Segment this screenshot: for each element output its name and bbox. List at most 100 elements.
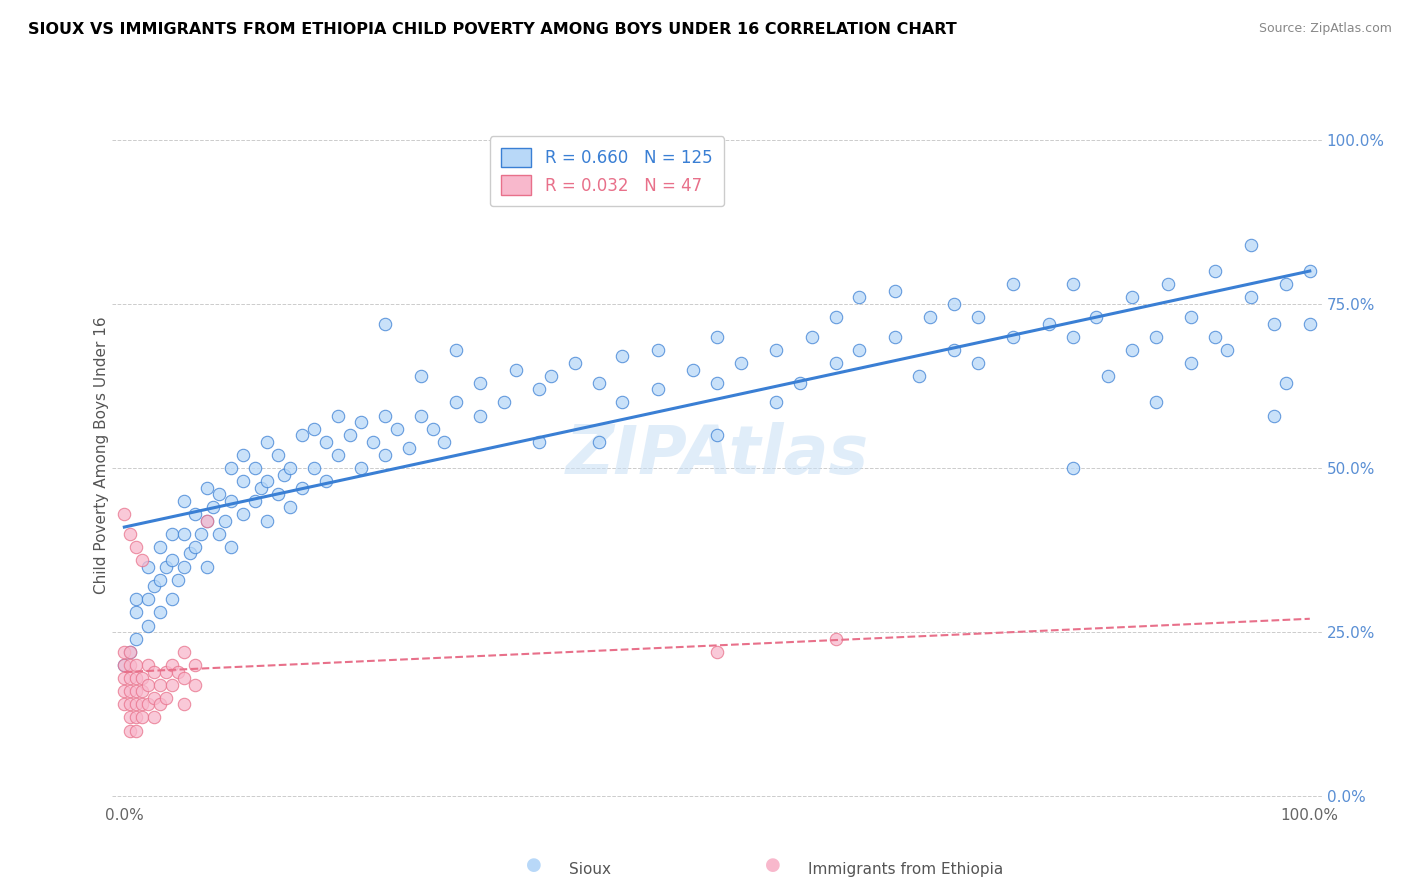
- Point: [326, 409, 349, 423]
- Point: [173, 671, 195, 685]
- Point: [136, 698, 159, 712]
- Point: [1239, 290, 1261, 304]
- Point: [120, 657, 142, 672]
- Point: [374, 409, 396, 423]
- Point: [166, 665, 188, 679]
- Point: [361, 434, 384, 449]
- Point: [256, 514, 278, 528]
- Point: [374, 448, 396, 462]
- Point: [149, 678, 172, 692]
- Point: [120, 698, 142, 712]
- Point: [267, 448, 290, 462]
- Point: [149, 606, 172, 620]
- Point: [1062, 330, 1084, 344]
- Point: [1038, 317, 1060, 331]
- Point: [136, 592, 159, 607]
- Point: [125, 710, 148, 724]
- Point: [155, 665, 177, 679]
- Point: [824, 632, 846, 646]
- Point: [160, 657, 183, 672]
- Point: [1299, 317, 1322, 331]
- Point: [350, 461, 373, 475]
- Point: [682, 362, 704, 376]
- Point: [120, 710, 142, 724]
- Point: [1204, 264, 1226, 278]
- Point: [1062, 461, 1084, 475]
- Point: [112, 657, 135, 672]
- Point: [143, 690, 166, 705]
- Point: [1216, 343, 1239, 357]
- Point: [256, 434, 278, 449]
- Point: [1180, 356, 1202, 370]
- Point: [173, 559, 195, 574]
- Point: [505, 362, 527, 376]
- Point: [136, 657, 159, 672]
- Point: [920, 310, 942, 324]
- Point: [588, 434, 610, 449]
- Point: [339, 428, 361, 442]
- Point: [232, 448, 254, 462]
- Point: [173, 494, 195, 508]
- Point: [112, 645, 135, 659]
- Point: [243, 461, 266, 475]
- Point: [195, 559, 218, 574]
- Point: [112, 671, 135, 685]
- Point: [1299, 264, 1322, 278]
- Point: [143, 665, 166, 679]
- Point: [125, 632, 148, 646]
- Point: [765, 395, 787, 409]
- Point: [529, 382, 551, 396]
- Point: [848, 343, 870, 357]
- Point: [160, 553, 183, 567]
- Point: [1002, 330, 1025, 344]
- Text: ●: ●: [765, 855, 782, 873]
- Point: [149, 573, 172, 587]
- Point: [446, 343, 468, 357]
- Point: [131, 671, 153, 685]
- Point: [647, 382, 669, 396]
- Point: [160, 592, 183, 607]
- Point: [1239, 238, 1261, 252]
- Point: [1263, 317, 1285, 331]
- Text: Immigrants from Ethiopia: Immigrants from Ethiopia: [808, 863, 1004, 877]
- Point: [1275, 277, 1298, 292]
- Point: [143, 710, 166, 724]
- Point: [195, 514, 218, 528]
- Point: [195, 481, 218, 495]
- Point: [1144, 395, 1167, 409]
- Point: [883, 330, 905, 344]
- Point: [131, 710, 153, 724]
- Point: [1002, 277, 1025, 292]
- Point: [1263, 409, 1285, 423]
- Point: [291, 481, 314, 495]
- Point: [273, 467, 295, 482]
- Point: [179, 546, 201, 560]
- Point: [120, 645, 142, 659]
- Point: [208, 487, 231, 501]
- Point: [1180, 310, 1202, 324]
- Point: [409, 409, 432, 423]
- Point: [409, 369, 432, 384]
- Point: [824, 356, 846, 370]
- Point: [468, 376, 491, 390]
- Point: [173, 645, 195, 659]
- Point: [184, 507, 207, 521]
- Point: [120, 526, 142, 541]
- Point: [155, 690, 177, 705]
- Point: [883, 284, 905, 298]
- Point: [219, 461, 242, 475]
- Point: [564, 356, 586, 370]
- Point: [267, 487, 290, 501]
- Point: [184, 657, 207, 672]
- Point: [966, 310, 988, 324]
- Point: [824, 310, 846, 324]
- Point: [173, 526, 195, 541]
- Point: [1062, 277, 1084, 292]
- Point: [966, 356, 988, 370]
- Point: [730, 356, 752, 370]
- Point: [1204, 330, 1226, 344]
- Text: Source: ZipAtlas.com: Source: ZipAtlas.com: [1258, 22, 1392, 36]
- Point: [214, 514, 236, 528]
- Y-axis label: Child Poverty Among Boys Under 16: Child Poverty Among Boys Under 16: [94, 316, 108, 594]
- Point: [160, 526, 183, 541]
